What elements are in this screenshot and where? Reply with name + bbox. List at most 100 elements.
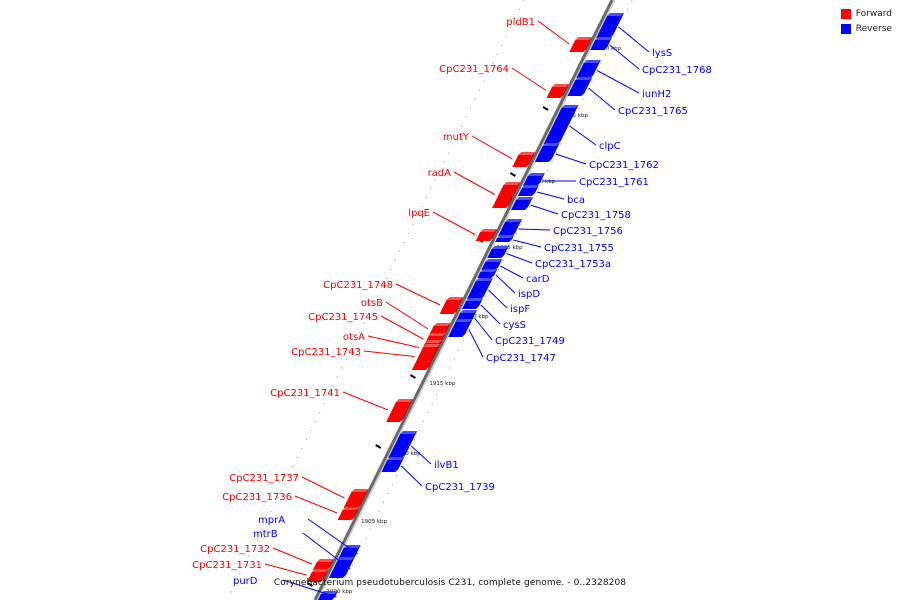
gene-ispf-label: ispF bbox=[510, 304, 530, 315]
gene-mpra-leader bbox=[307, 518, 359, 555]
gene-bca bbox=[517, 188, 536, 196]
gene-ilvb1-label: ilvB1 bbox=[434, 460, 459, 471]
gene-cpc231-1756-leader bbox=[518, 228, 551, 231]
gene-cpc231-1737-side bbox=[357, 489, 369, 508]
gene-cpc231-1765-leader bbox=[588, 87, 616, 111]
gene-cpc231-1762-top bbox=[542, 143, 560, 146]
gene-cpc231-1732-side bbox=[326, 559, 334, 570]
tick-mark bbox=[509, 172, 516, 177]
gene-mtrb bbox=[328, 560, 352, 578]
gene-otsb-side bbox=[442, 323, 451, 336]
gene-cpc231-1748 bbox=[439, 300, 461, 314]
gene-cpc231-1736-top bbox=[342, 507, 360, 510]
gene-ispd bbox=[477, 272, 495, 278]
gene-cpc231-1747-leader bbox=[468, 329, 484, 358]
tick-mark bbox=[542, 106, 549, 111]
gene-cpc231-1762-side bbox=[548, 143, 560, 162]
gene-cpc231-1739-label: CpC231_1739 bbox=[425, 482, 495, 493]
gene-cpc231-1762 bbox=[534, 146, 557, 162]
gene-cpc231-1756-label: CpC231_1756 bbox=[553, 226, 623, 237]
gene-cpc231-1732-top bbox=[316, 559, 334, 562]
gene-cpc231-1764-label: CpC231_1764 bbox=[439, 64, 509, 75]
gene-card-label: carD bbox=[526, 274, 550, 285]
gene-muty-top bbox=[518, 152, 536, 155]
gene-otsb-label: otsB bbox=[361, 298, 383, 309]
tick-mark bbox=[409, 374, 416, 379]
gene-mtrb-label: mtrB bbox=[253, 529, 278, 540]
gene-purd-leader bbox=[282, 579, 337, 598]
gene-cpc231-1758-leader bbox=[530, 204, 559, 215]
gene-lyss-leader bbox=[618, 26, 650, 53]
gene-cpc231-1737 bbox=[343, 492, 366, 508]
gene-bca-side bbox=[531, 185, 539, 196]
gene-card-side bbox=[495, 259, 503, 270]
gene-iunh2-top bbox=[583, 60, 601, 63]
gene-ispf-leader bbox=[488, 289, 508, 309]
gene-lpqe-leader bbox=[432, 211, 476, 235]
gene-cpc231-1748-side bbox=[453, 297, 464, 314]
gene-cpc231-1755-label: CpC231_1755 bbox=[544, 243, 614, 254]
gene-cpc231-1748-top bbox=[446, 297, 464, 300]
gene-muty bbox=[512, 155, 533, 167]
gene-cpc231-1732 bbox=[312, 562, 331, 570]
gene-cpc231-1764-leader bbox=[511, 67, 547, 91]
gene-cpc231-1745-leader bbox=[380, 315, 424, 340]
gene-ilvb1-leader bbox=[410, 445, 432, 465]
gene-pldb1-label: pldB1 bbox=[506, 17, 535, 28]
gene-cpc231-1736-side bbox=[351, 507, 360, 520]
gene-ispd-side bbox=[491, 269, 498, 278]
gene-cpc231-1737-label: CpC231_1737 bbox=[229, 473, 299, 484]
gene-muty-label: mutY bbox=[443, 132, 470, 143]
gene-cpc231-1739-side bbox=[395, 457, 405, 472]
gene-otsa-top bbox=[425, 340, 443, 343]
gene-ispd-leader bbox=[495, 274, 516, 294]
gene-otsa-label: otsA bbox=[343, 332, 365, 343]
reverse-swatch bbox=[840, 24, 851, 34]
gene-lyss-top bbox=[607, 13, 625, 16]
tick-label: 1940 kbp bbox=[595, 46, 621, 52]
tick-label: 1925 kbp bbox=[497, 245, 523, 251]
gene-cpc231-1741 bbox=[386, 402, 411, 422]
gene-bca-leader bbox=[536, 191, 565, 200]
gene-ilvb1-top bbox=[400, 431, 418, 434]
gene-cyss-leader bbox=[480, 304, 501, 325]
gene-cpc231-1764-top bbox=[551, 84, 569, 87]
gene-cpc231-1749-leader bbox=[474, 317, 493, 341]
gene-cpc231-1761 bbox=[522, 176, 542, 186]
gene-cpc231-1765-top bbox=[575, 77, 593, 80]
forward-swatch bbox=[840, 9, 851, 19]
gene-lyss-side bbox=[610, 13, 625, 38]
gene-cpc231-1755-top bbox=[497, 235, 515, 238]
gene-cpc231-1761-top bbox=[527, 173, 545, 176]
gene-cpc231-1731 bbox=[306, 572, 326, 582]
gene-clpc-side bbox=[557, 105, 579, 144]
gene-cpc231-1731-label: CpC231_1731 bbox=[192, 560, 262, 571]
gene-cpc231-1739 bbox=[381, 460, 402, 472]
gene-cpc231-1747-label: CpC231_1747 bbox=[486, 353, 556, 364]
gene-purd-side bbox=[332, 591, 338, 600]
gene-cpc231-1768-top bbox=[595, 37, 613, 40]
backbone-shadow bbox=[315, 0, 616, 600]
gene-cpc231-1749-label: CpC231_1749 bbox=[495, 336, 565, 347]
gene-lyss-label: lysS bbox=[652, 48, 672, 59]
gene-lpqe-side bbox=[489, 229, 498, 241]
gene-cpc231-1764 bbox=[546, 87, 566, 98]
gene-rada-top bbox=[503, 182, 521, 185]
gene-cpc231-1749-top bbox=[460, 310, 478, 313]
gene-cyss bbox=[462, 301, 481, 309]
gene-cpc231-1753a bbox=[487, 249, 506, 258]
gene-muty-leader bbox=[471, 135, 513, 160]
gene-cpc231-1731-top bbox=[311, 569, 329, 572]
tick-mark bbox=[306, 582, 313, 587]
gene-rada-label: radA bbox=[428, 168, 452, 179]
gene-ilvb1-side bbox=[402, 431, 418, 458]
gene-cpc231-1743-side bbox=[425, 344, 441, 370]
gene-cpc231-1755-leader bbox=[513, 239, 542, 248]
gene-lpqe bbox=[475, 232, 495, 241]
gene-mpra-label: mprA bbox=[258, 515, 285, 526]
gene-cpc231-1758-label: CpC231_1758 bbox=[561, 210, 631, 221]
gene-cpc231-1741-top bbox=[396, 399, 414, 402]
gene-cpc231-1747-top bbox=[455, 319, 473, 322]
gene-cpc231-1736 bbox=[337, 510, 357, 520]
